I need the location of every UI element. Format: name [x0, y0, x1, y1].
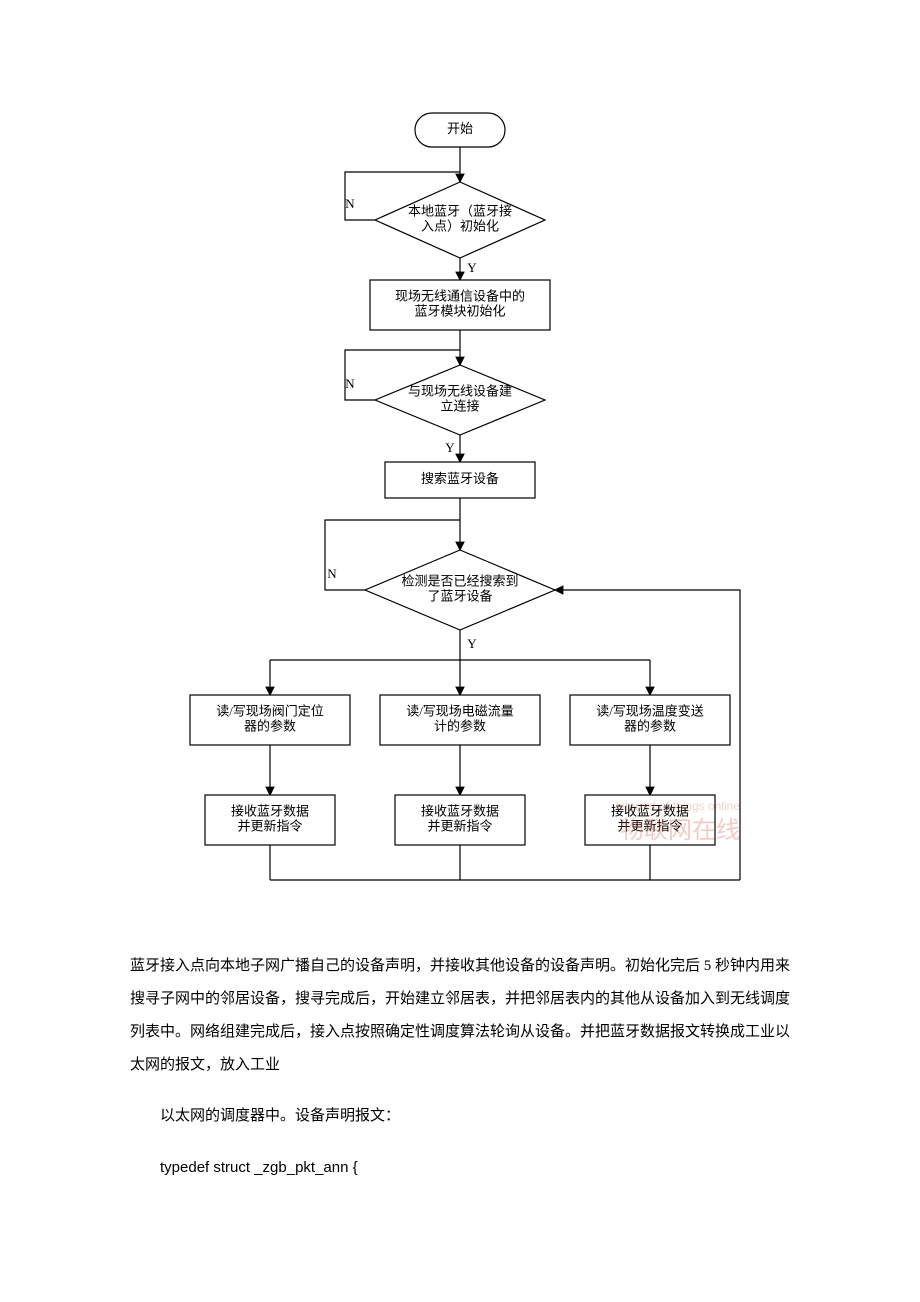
edge-label-e_d1_n: N: [345, 196, 355, 211]
node-d2: 与现场无线设备建立连接: [375, 365, 545, 435]
node-d1-line-0: 本地蓝牙（蓝牙接: [408, 203, 512, 218]
edge-label-e_d2_p2: Y: [445, 440, 455, 455]
flowchart-svg: 开始本地蓝牙（蓝牙接入点）初始化现场无线通信设备中的蓝牙模块初始化与现场无线设备…: [150, 100, 770, 920]
node-p1-line-0: 现场无线通信设备中的: [395, 288, 525, 303]
node-p1-line-1: 蓝牙模块初始化: [414, 303, 505, 318]
node-pa-line-1: 器的参数: [244, 718, 296, 733]
watermark-main: 物联网在线: [620, 817, 740, 844]
node-p2: 搜索蓝牙设备: [385, 462, 535, 498]
node-pa-line-0: 读/写现场阀门定位: [216, 703, 324, 718]
node-d3-line-1: 了蓝牙设备: [427, 588, 492, 603]
node-start-line-0: 开始: [447, 121, 473, 136]
node-pa: 读/写现场阀门定位器的参数: [190, 695, 350, 745]
node-ra-line-0: 接收蓝牙数据: [231, 803, 309, 818]
node-start: 开始: [415, 113, 505, 147]
paragraph-2: 以太网的调度器中。设备声明报文：: [130, 1100, 790, 1133]
node-ra-line-1: 并更新指令: [237, 818, 302, 833]
node-pb-line-1: 计的参数: [434, 718, 486, 733]
node-pb: 读/写现场电磁流量计的参数: [380, 695, 540, 745]
paragraph-1: 蓝牙接入点向本地子网广播自己的设备声明，并接收其他设备的设备声明。初始化完后 5…: [130, 950, 790, 1082]
code-line: typedef struct _zgb_pkt_ann {: [130, 1151, 790, 1184]
node-ra: 接收蓝牙数据并更新指令: [205, 795, 335, 845]
node-pb-line-0: 读/写现场电磁流量: [406, 703, 514, 718]
edge-label-e_d1_p1: Y: [467, 260, 477, 275]
edge-label-e_d2_n: N: [345, 376, 355, 391]
node-pc-line-1: 器的参数: [624, 718, 676, 733]
edge-label-e_d3_n: N: [327, 566, 337, 581]
node-p1: 现场无线通信设备中的蓝牙模块初始化: [370, 280, 550, 330]
node-rb: 接收蓝牙数据并更新指令: [395, 795, 525, 845]
node-d3: 检测是否已经搜索到了蓝牙设备: [365, 550, 555, 630]
node-d2-line-0: 与现场无线设备建: [408, 383, 512, 398]
node-rb-line-1: 并更新指令: [427, 818, 492, 833]
watermark-sub: Internet of things online: [615, 799, 740, 813]
flowchart-container: 开始本地蓝牙（蓝牙接入点）初始化现场无线通信设备中的蓝牙模块初始化与现场无线设备…: [130, 100, 790, 920]
node-d3-line-0: 检测是否已经搜索到: [401, 573, 518, 588]
node-d1-line-1: 入点）初始化: [421, 218, 499, 233]
node-d2-line-1: 立连接: [440, 398, 479, 413]
node-rb-line-0: 接收蓝牙数据: [421, 803, 499, 818]
node-p2-line-0: 搜索蓝牙设备: [421, 471, 499, 486]
node-d1: 本地蓝牙（蓝牙接入点）初始化: [375, 182, 545, 258]
node-pc: 读/写现场温度变送器的参数: [570, 695, 730, 745]
body-text: 蓝牙接入点向本地子网广播自己的设备声明，并接收其他设备的设备声明。初始化完后 5…: [130, 950, 790, 1184]
node-pc-line-0: 读/写现场温度变送: [596, 703, 704, 718]
edge-label-e_d3_split: Y: [467, 636, 477, 651]
